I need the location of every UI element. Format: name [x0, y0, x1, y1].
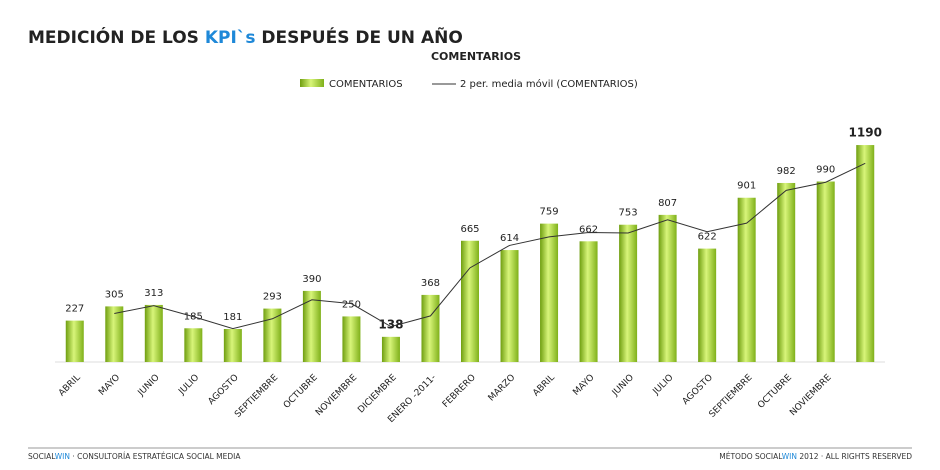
bar [856, 145, 875, 362]
bar [223, 329, 242, 362]
bar [619, 224, 638, 362]
x-tick-label: OCTUBRE [282, 373, 320, 411]
x-tick-label: MAYO [571, 373, 596, 398]
data-label: 901 [737, 181, 756, 192]
footer-left: SOCIALWIN · CONSULTORÍA ESTRATÉGICA SOCI… [28, 452, 241, 461]
footer-part: · CONSULTORÍA ESTRATÉGICA SOCIAL MEDIA [70, 452, 241, 461]
x-tick-label: MAYO [97, 373, 122, 398]
data-label: 227 [65, 304, 84, 315]
bar [263, 308, 282, 362]
bar [302, 290, 321, 362]
footer-part: SOCIAL [28, 452, 56, 461]
data-label: 662 [579, 224, 598, 235]
x-tick-label: DICIEMBRE [356, 373, 399, 416]
x-tick-label: JULIO [651, 373, 676, 398]
x-tick-label: JUNIO [610, 373, 636, 399]
data-label: 807 [658, 198, 677, 209]
bar [698, 248, 717, 362]
x-tick-label: OCTUBRE [756, 373, 794, 411]
chart-title: COMENTARIOS [431, 50, 521, 63]
bar [777, 182, 796, 362]
bar [144, 304, 163, 362]
footer-part: 2012 · ALL RIGHTS RESERVED [797, 452, 912, 461]
footer-part: WIN [782, 452, 797, 461]
footer-part: MÉTODO SOCIAL [719, 452, 783, 461]
x-tick-label: JUNIO [136, 373, 162, 399]
bar [816, 181, 835, 362]
footer-part: WIN [55, 452, 70, 461]
title-part: DESPUÉS DE UN AÑO [255, 25, 462, 48]
bar [105, 306, 124, 362]
data-label: 759 [540, 207, 559, 218]
bar [421, 294, 440, 362]
bar [342, 316, 361, 362]
x-tick-label: MARZO [487, 373, 518, 404]
data-label: 753 [619, 208, 638, 219]
footer-right: MÉTODO SOCIALWIN 2012 · ALL RIGHTS RESER… [719, 452, 912, 461]
legend-label: COMENTARIOS [329, 79, 403, 90]
data-label: 982 [777, 166, 796, 177]
data-label: 138 [378, 317, 403, 331]
x-tick-label: NOVIEMBRE [788, 373, 834, 419]
bar [658, 214, 677, 362]
data-label: 313 [144, 288, 163, 299]
data-label: 293 [263, 292, 282, 303]
bar [184, 328, 203, 362]
title-part: MEDICIÓN DE LOS [28, 26, 205, 48]
x-tick-label: NOVIEMBRE [314, 373, 360, 419]
moving-average-line [114, 162, 866, 330]
legend-swatch [300, 79, 324, 87]
data-label: 368 [421, 278, 440, 289]
data-label: 665 [460, 224, 479, 235]
bar [737, 197, 756, 362]
data-label: 990 [816, 165, 835, 176]
x-tick-label: AGOSTO [681, 373, 715, 407]
x-tick-label: ABRIL [531, 373, 557, 399]
bar [579, 241, 598, 362]
bar [65, 320, 84, 362]
x-tick-label: AGOSTO [207, 373, 241, 407]
data-label: 1190 [849, 126, 882, 140]
x-tick-label: ABRIL [57, 373, 83, 399]
x-tick-label: JULIO [176, 373, 201, 398]
slide-title: MEDICIÓN DE LOS KPI`s DESPUÉS DE UN AÑO [28, 25, 463, 48]
data-label: 614 [500, 233, 519, 244]
x-tick-label: FEBRERO [441, 373, 478, 410]
legend-label: 2 per. media móvil (COMENTARIOS) [460, 78, 638, 90]
bar [500, 250, 519, 362]
bar [540, 223, 559, 362]
data-label: 390 [302, 274, 321, 285]
data-label: 181 [223, 312, 242, 323]
bar [381, 336, 400, 362]
data-label: 622 [698, 232, 717, 243]
bar [461, 240, 479, 362]
title-highlight: KPI`s [205, 28, 256, 48]
data-label: 250 [342, 299, 361, 310]
data-label: 305 [105, 289, 124, 300]
